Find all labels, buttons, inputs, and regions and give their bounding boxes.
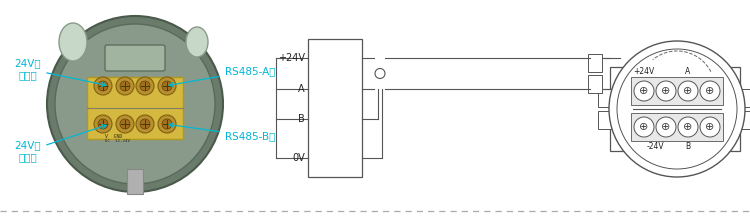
Bar — [598, 89, 612, 107]
Text: -24V: -24V — [646, 142, 664, 151]
Circle shape — [158, 115, 176, 133]
Text: B: B — [686, 142, 691, 151]
Circle shape — [656, 117, 676, 137]
FancyBboxPatch shape — [105, 45, 165, 71]
Circle shape — [609, 41, 745, 177]
Circle shape — [136, 77, 154, 95]
Text: DC  12-24V: DC 12-24V — [105, 139, 130, 143]
Circle shape — [98, 119, 108, 129]
Circle shape — [140, 81, 150, 91]
Circle shape — [634, 81, 654, 101]
Circle shape — [678, 117, 698, 137]
Circle shape — [634, 117, 654, 137]
Bar — [588, 75, 602, 93]
Bar — [87, 77, 183, 139]
Text: ⊕: ⊕ — [705, 86, 715, 96]
Bar — [610, 67, 740, 151]
Text: V  GND: V GND — [105, 134, 122, 139]
Text: B: B — [298, 114, 305, 124]
Circle shape — [116, 115, 134, 133]
Text: RS485-B极: RS485-B极 — [170, 123, 275, 141]
Bar — [588, 54, 602, 72]
Text: A: A — [298, 84, 305, 94]
Text: ⊕: ⊕ — [705, 122, 715, 132]
Circle shape — [656, 81, 676, 101]
Circle shape — [700, 81, 720, 101]
Bar — [308, 39, 362, 177]
Bar — [127, 169, 143, 194]
Circle shape — [94, 77, 112, 95]
Circle shape — [678, 81, 698, 101]
Text: ⊕: ⊕ — [662, 122, 670, 132]
Text: ⊕: ⊕ — [683, 86, 693, 96]
Text: ⊕: ⊕ — [662, 86, 670, 96]
Circle shape — [700, 117, 720, 137]
Text: A: A — [686, 67, 691, 76]
Circle shape — [55, 24, 215, 184]
Circle shape — [116, 77, 134, 95]
Text: RS485-A极: RS485-A极 — [169, 66, 275, 87]
Circle shape — [98, 81, 108, 91]
Text: ⊕: ⊕ — [639, 122, 649, 132]
Text: 24V电
源正极: 24V电 源正极 — [15, 58, 106, 86]
Circle shape — [140, 119, 150, 129]
Text: 0V: 0V — [292, 153, 305, 163]
Bar — [631, 113, 723, 141]
Circle shape — [158, 77, 176, 95]
Circle shape — [162, 81, 172, 91]
Ellipse shape — [186, 27, 208, 57]
Circle shape — [617, 49, 737, 169]
Circle shape — [94, 115, 112, 133]
Circle shape — [375, 69, 385, 78]
Text: +24V: +24V — [633, 67, 655, 76]
Circle shape — [136, 115, 154, 133]
Circle shape — [47, 16, 223, 192]
Bar — [598, 111, 612, 129]
Bar — [738, 111, 750, 129]
Text: +24V: +24V — [278, 53, 305, 63]
Ellipse shape — [59, 23, 87, 61]
Circle shape — [120, 81, 130, 91]
Text: ⊕: ⊕ — [639, 86, 649, 96]
Text: ⊕: ⊕ — [683, 122, 693, 132]
Circle shape — [162, 119, 172, 129]
Circle shape — [120, 119, 130, 129]
Bar — [631, 77, 723, 105]
Bar — [738, 89, 750, 107]
Text: 24V电
源负极: 24V电 源负极 — [15, 125, 106, 162]
